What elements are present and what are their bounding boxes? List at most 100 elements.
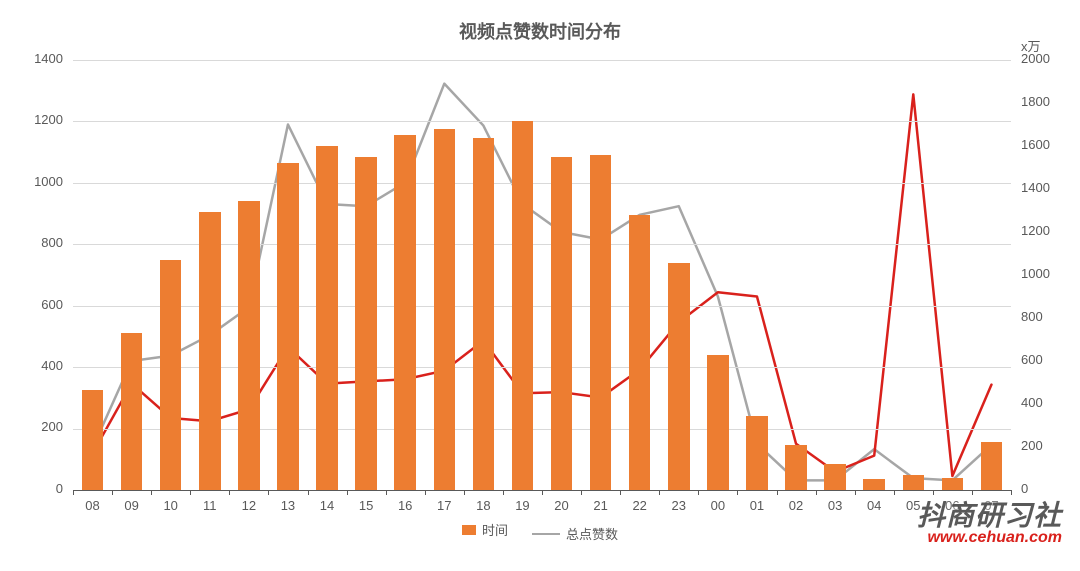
x-tick-mark — [503, 490, 504, 495]
x-tick-mark — [620, 490, 621, 495]
x-tick-label: 12 — [229, 498, 268, 513]
x-tick-mark — [542, 490, 543, 495]
y2-tick-label: 600 — [1021, 352, 1071, 367]
bar — [82, 390, 103, 490]
x-tick-label: 17 — [425, 498, 464, 513]
gridline — [73, 121, 1011, 122]
y1-tick-label: 0 — [0, 481, 63, 496]
bar — [824, 464, 845, 490]
x-tick-label: 23 — [659, 498, 698, 513]
bar — [668, 263, 689, 490]
bar — [551, 157, 572, 490]
legend-swatch — [462, 525, 476, 535]
bar — [238, 201, 259, 490]
bar — [160, 260, 181, 490]
x-tick-mark — [737, 490, 738, 495]
x-tick-label: 14 — [308, 498, 347, 513]
y1-tick-label: 200 — [0, 419, 63, 434]
legend-item: 总点赞数 — [532, 524, 618, 543]
x-tick-label: 19 — [503, 498, 542, 513]
bar — [785, 445, 806, 490]
bar — [355, 157, 376, 490]
bar — [981, 442, 1002, 490]
x-tick-mark — [659, 490, 660, 495]
x-tick-mark — [229, 490, 230, 495]
y2-tick-label: 200 — [1021, 438, 1071, 453]
x-tick-label: 05 — [894, 498, 933, 513]
bar — [199, 212, 220, 490]
x-tick-label: 02 — [777, 498, 816, 513]
legend-swatch — [532, 533, 560, 535]
y2-tick-label: 1200 — [1021, 223, 1071, 238]
x-tick-mark — [190, 490, 191, 495]
x-tick-mark — [855, 490, 856, 495]
bar — [942, 478, 963, 490]
x-tick-label: 10 — [151, 498, 190, 513]
x-tick-label: 22 — [620, 498, 659, 513]
bar — [434, 129, 455, 490]
chart-root: 视频点赞数时间分布 x万 080910111213141516171819202… — [0, 0, 1080, 571]
bar — [512, 121, 533, 490]
x-tick-mark — [73, 490, 74, 495]
y1-tick-label: 600 — [0, 297, 63, 312]
x-tick-label: 07 — [972, 498, 1011, 513]
y1-tick-label: 1200 — [0, 112, 63, 127]
bar — [473, 138, 494, 490]
x-tick-label: 21 — [581, 498, 620, 513]
x-tick-label: 18 — [464, 498, 503, 513]
gridline — [73, 183, 1011, 184]
bar — [707, 355, 728, 490]
plot-area — [73, 60, 1011, 490]
bar — [277, 163, 298, 490]
chart-title: 视频点赞数时间分布 — [0, 18, 1080, 44]
y2-tick-label: 800 — [1021, 309, 1071, 324]
line-red — [93, 94, 992, 476]
bar — [903, 475, 924, 490]
x-tick-mark — [933, 490, 934, 495]
x-tick-label: 16 — [386, 498, 425, 513]
legend: 时间 总点赞数 — [0, 520, 1080, 543]
y1-tick-label: 400 — [0, 358, 63, 373]
x-tick-mark — [581, 490, 582, 495]
y2-tick-label: 1800 — [1021, 94, 1071, 109]
y2-tick-label: 400 — [1021, 395, 1071, 410]
x-tick-mark — [464, 490, 465, 495]
x-tick-mark — [777, 490, 778, 495]
x-tick-mark — [425, 490, 426, 495]
y2-tick-label: 1400 — [1021, 180, 1071, 195]
x-tick-label: 00 — [698, 498, 737, 513]
x-tick-mark — [151, 490, 152, 495]
y2-tick-label: 1000 — [1021, 266, 1071, 281]
bar — [121, 333, 142, 490]
x-tick-label: 20 — [542, 498, 581, 513]
x-tick-label: 11 — [190, 498, 229, 513]
bar — [394, 135, 415, 490]
bar — [316, 146, 337, 490]
line-gray — [93, 84, 992, 481]
bar — [590, 155, 611, 490]
legend-label: 时间 — [482, 520, 508, 539]
y1-tick-label: 800 — [0, 235, 63, 250]
x-tick-mark — [112, 490, 113, 495]
x-tick-mark — [698, 490, 699, 495]
y2-tick-label: 2000 — [1021, 51, 1071, 66]
x-tick-label: 06 — [933, 498, 972, 513]
y1-tick-label: 1000 — [0, 174, 63, 189]
x-tick-label: 01 — [737, 498, 776, 513]
x-tick-mark — [347, 490, 348, 495]
x-tick-label: 15 — [347, 498, 386, 513]
y1-tick-label: 1400 — [0, 51, 63, 66]
x-tick-mark — [816, 490, 817, 495]
x-tick-label: 09 — [112, 498, 151, 513]
x-tick-label: 13 — [268, 498, 307, 513]
bar — [746, 416, 767, 490]
gridline — [73, 60, 1011, 61]
y2-tick-label: 1600 — [1021, 137, 1071, 152]
x-tick-mark — [894, 490, 895, 495]
x-tick-mark — [386, 490, 387, 495]
legend-item: 时间 — [462, 520, 508, 539]
x-tick-label: 03 — [816, 498, 855, 513]
x-tick-mark — [268, 490, 269, 495]
x-tick-label: 08 — [73, 498, 112, 513]
bar — [629, 215, 650, 490]
